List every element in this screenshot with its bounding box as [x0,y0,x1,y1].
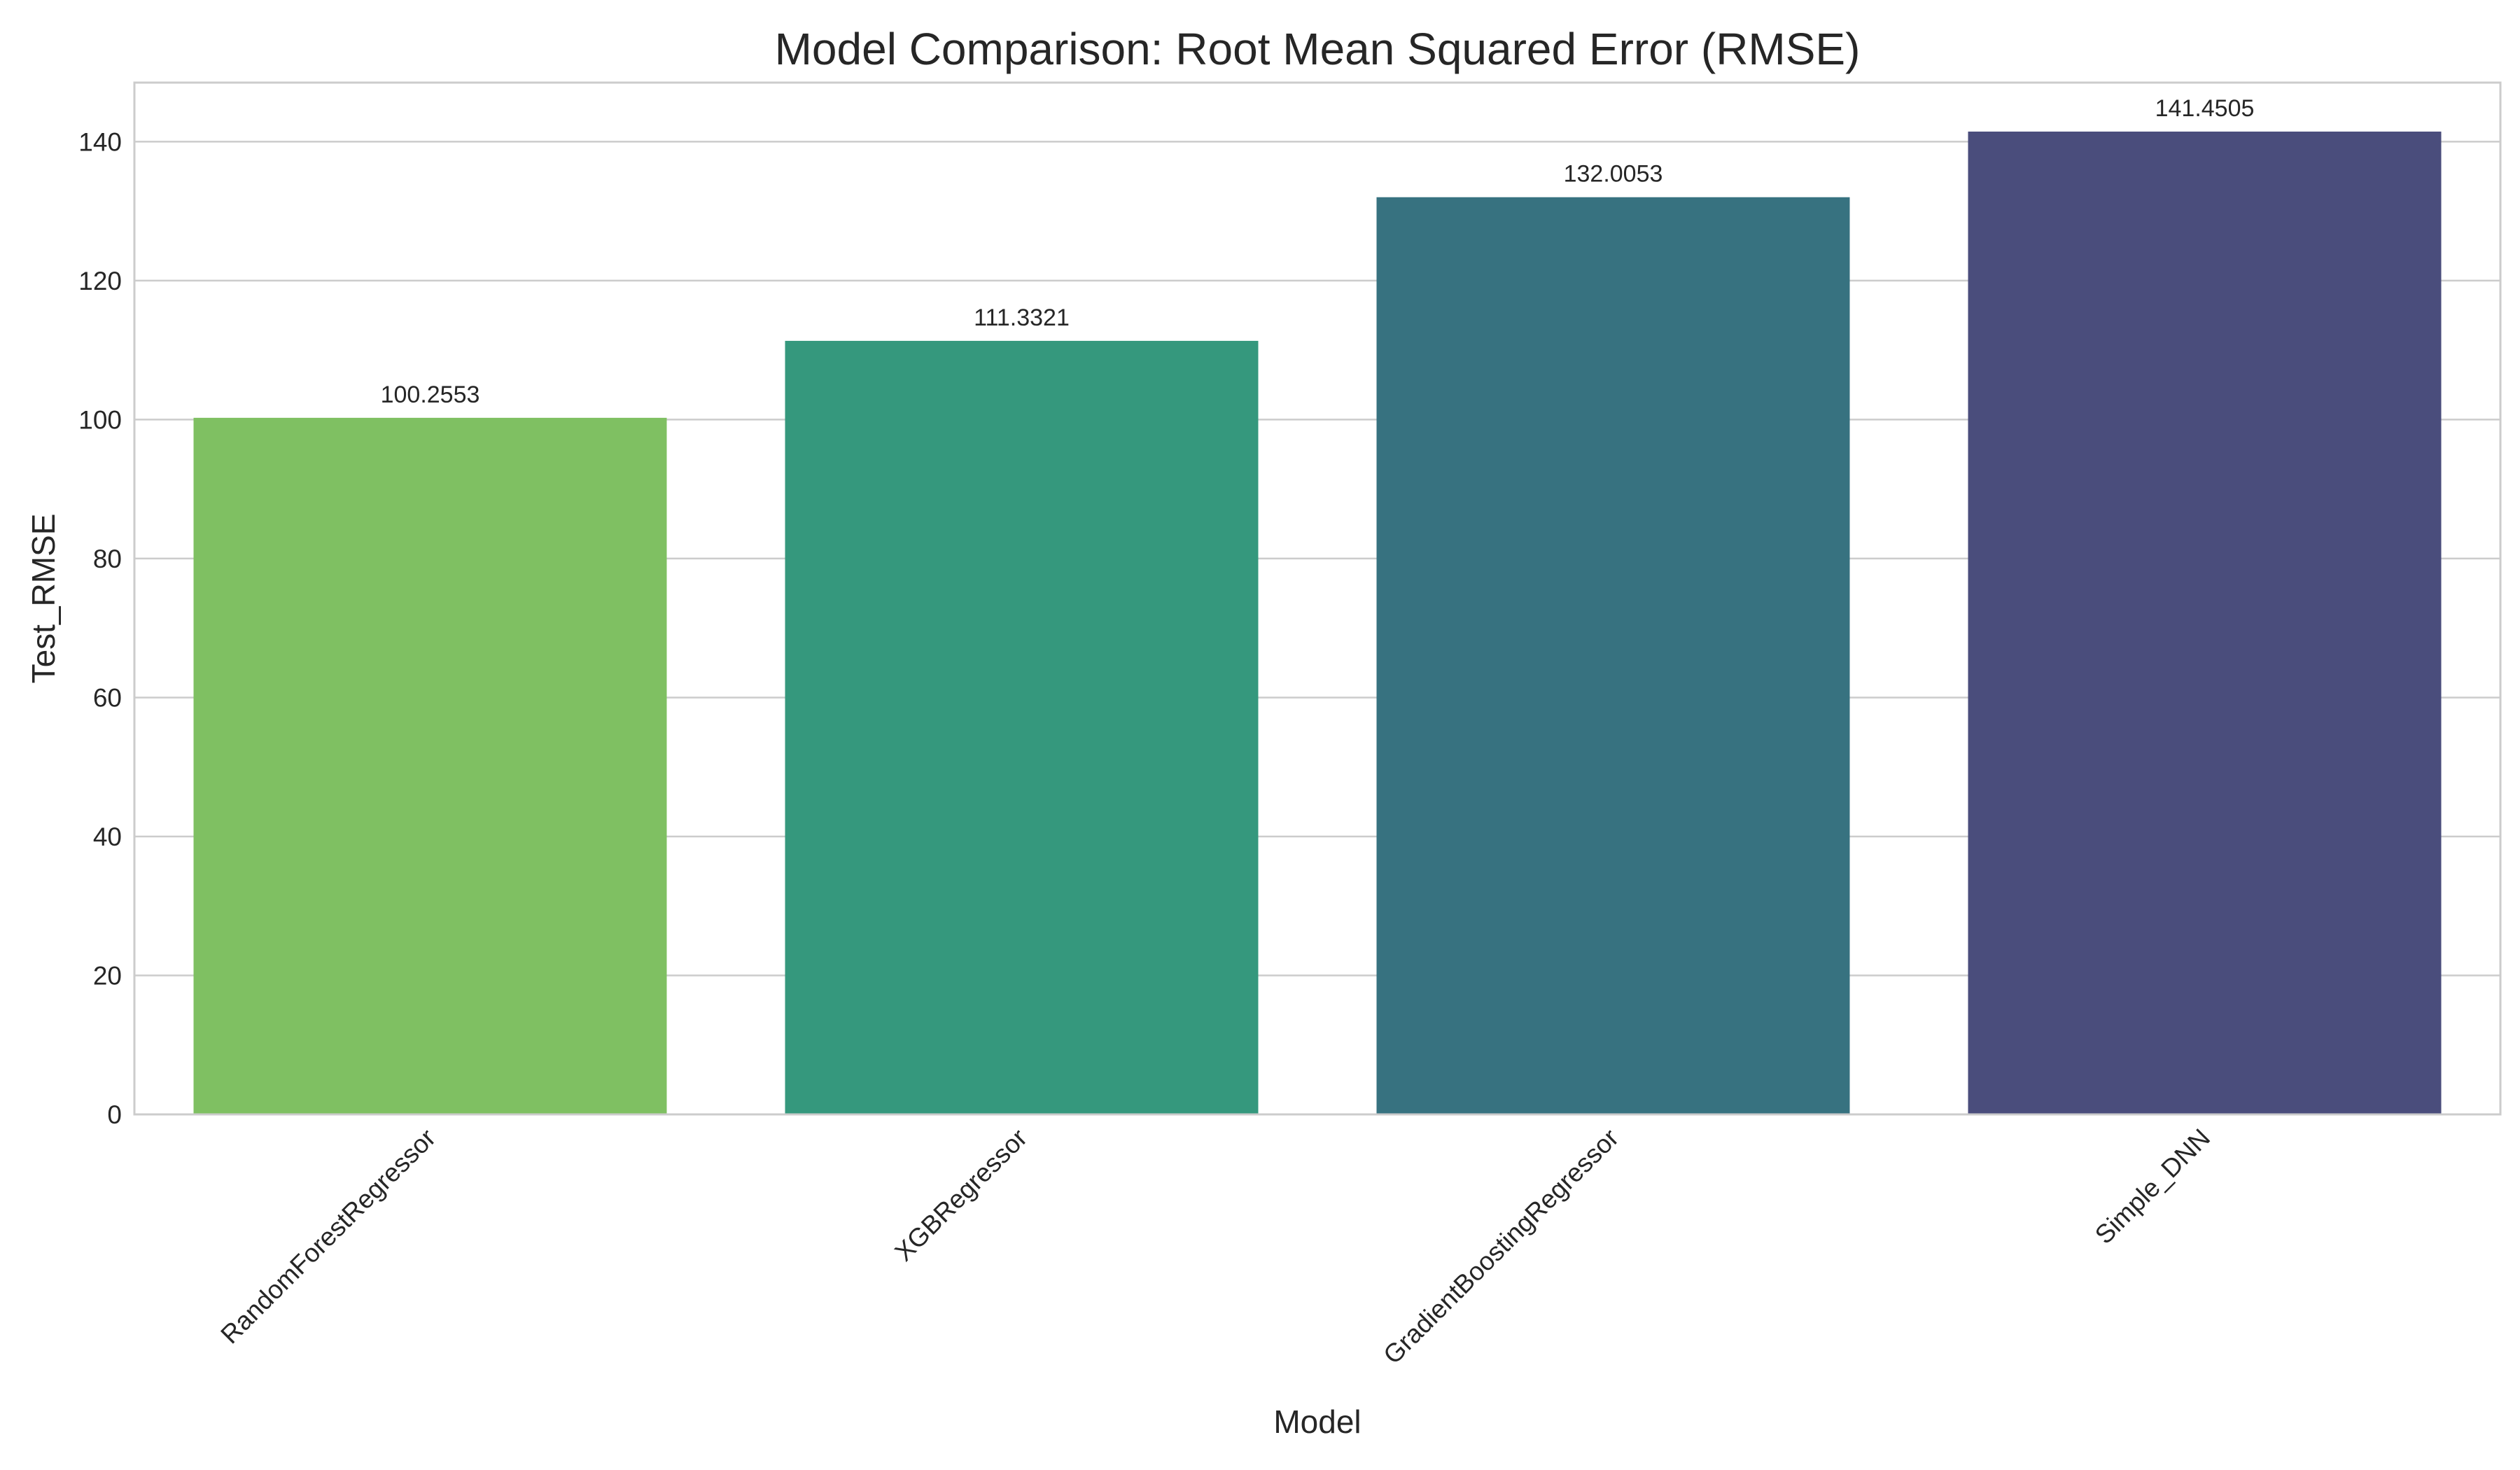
y-tick-label: 40 [93,822,122,851]
y-tick-label: 100 [78,405,122,434]
y-tick-label: 60 [93,683,122,712]
y-tick-label: 0 [107,1100,122,1129]
data-label: 132.0053 [1564,161,1663,188]
bar-simple-dnn [1968,131,2442,1115]
y-axis-label: Test_RMSE [25,514,62,684]
data-labels: 100.2553 111.3321 132.0053 141.4505 [381,95,2255,408]
data-label: 141.4505 [2155,95,2255,122]
y-tick-label: 120 [78,267,122,295]
bars [193,131,2442,1115]
chart-title: Model Comparison: Root Mean Squared Erro… [775,24,1861,74]
y-tick-label: 20 [93,961,122,990]
y-axis-ticks: 0 20 40 60 80 100 120 140 [78,127,122,1129]
y-tick-label: 80 [93,545,122,573]
bar-randomforestregressor [193,417,667,1114]
bar-xgbregressor [785,340,1259,1115]
bar-gradientboostingregressor [1376,197,1850,1115]
plot-frame [133,81,2502,1116]
data-label: 100.2553 [381,382,480,408]
data-label: 111.3321 [974,304,1070,331]
x-axis-label: Model [1273,1404,1361,1440]
y-tick-label: 140 [78,127,122,156]
